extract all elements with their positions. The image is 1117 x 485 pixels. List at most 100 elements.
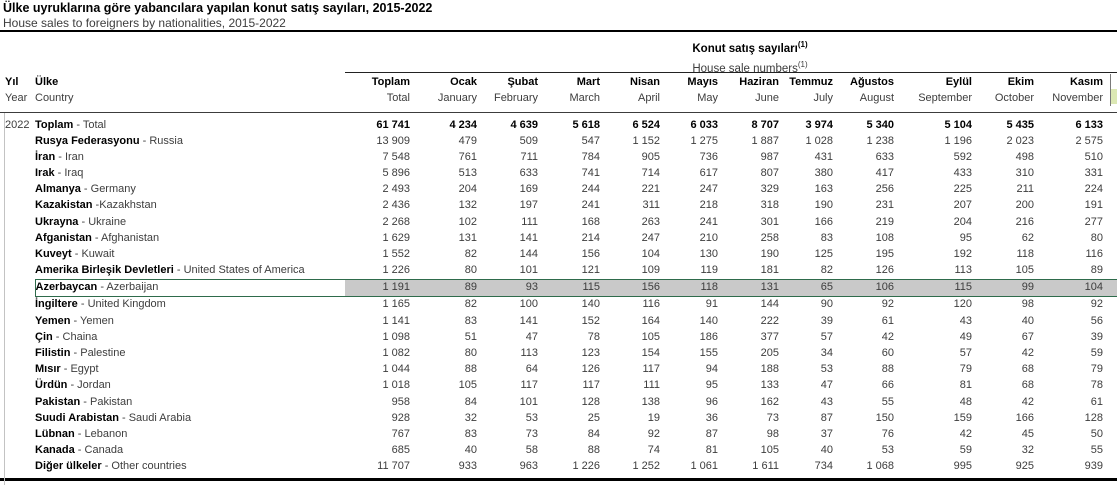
table-row[interactable]: Irak - Iraq 5 896 513 633 741 714 617 807 380 417…	[5, 166, 1117, 182]
value-cell[interactable]: 98	[766, 427, 779, 440]
value-cell[interactable]: 169	[519, 183, 538, 196]
value-cell[interactable]: 431	[814, 150, 833, 163]
value-cell[interactable]: 119	[700, 264, 718, 277]
year-cell[interactable]	[5, 394, 35, 410]
value-cell[interactable]: 138	[641, 395, 660, 408]
value-cell[interactable]: 128	[1084, 411, 1103, 424]
value-cell[interactable]: 166	[814, 215, 833, 228]
value-cell[interactable]: 987	[760, 150, 779, 163]
country-cell[interactable]: Irak - Iraq	[35, 166, 345, 182]
value-cell[interactable]: 89	[410, 278, 477, 297]
value-cell[interactable]: 204	[953, 215, 972, 228]
value-cell[interactable]: 156	[581, 247, 600, 260]
year-cell[interactable]	[5, 313, 35, 329]
value-cell[interactable]: 380	[814, 167, 833, 180]
value-cell[interactable]: 32	[464, 411, 477, 424]
value-cell[interactable]: 1 552	[382, 247, 410, 260]
value-cell[interactable]: 115	[894, 278, 972, 297]
year-cell[interactable]	[5, 166, 35, 182]
value-cell[interactable]: 67	[1021, 330, 1034, 343]
value-cell[interactable]: 102	[458, 215, 477, 228]
country-cell[interactable]: Azerbaycan - Azerbaijan	[34, 278, 345, 297]
country-cell[interactable]: Toplam - Total	[35, 117, 345, 133]
value-cell[interactable]: 1 629	[382, 231, 410, 244]
value-cell[interactable]: 1 044	[382, 363, 410, 376]
value-cell[interactable]: 59	[959, 444, 972, 457]
value-cell[interactable]: 191	[1084, 199, 1103, 212]
value-cell[interactable]: 118	[1016, 247, 1034, 260]
value-cell[interactable]: 197	[519, 199, 538, 212]
value-cell[interactable]: 244	[581, 183, 600, 196]
value-cell[interactable]: 126	[875, 264, 894, 277]
value-cell[interactable]: 144	[760, 298, 779, 311]
value-cell[interactable]: 221	[641, 183, 660, 196]
value-cell[interactable]: 162	[760, 395, 779, 408]
value-cell[interactable]: 592	[953, 150, 972, 163]
value-cell[interactable]: 156	[600, 278, 660, 297]
country-cell[interactable]: İngiltere - United Kingdom	[35, 296, 345, 313]
country-cell[interactable]: Mısır - Egypt	[35, 362, 345, 378]
value-cell[interactable]: 105	[1015, 264, 1034, 277]
value-cell[interactable]: 79	[1090, 363, 1103, 376]
value-cell[interactable]: 222	[760, 314, 779, 327]
value-cell[interactable]: 113	[954, 264, 972, 277]
value-cell[interactable]: 82	[820, 264, 833, 277]
value-cell[interactable]: 65	[779, 278, 833, 297]
value-cell[interactable]: 247	[641, 231, 660, 244]
value-cell[interactable]: 51	[464, 330, 477, 343]
year-cell[interactable]	[5, 149, 35, 165]
value-cell[interactable]: 150	[875, 411, 894, 424]
value-cell[interactable]: 140	[581, 298, 600, 311]
value-cell[interactable]: 807	[760, 167, 779, 180]
value-cell[interactable]: 42	[1021, 346, 1034, 359]
value-cell[interactable]: 94	[705, 363, 718, 376]
value-cell[interactable]: 761	[458, 150, 477, 163]
country-cell[interactable]: Kuveyt - Kuwait	[35, 246, 345, 262]
value-cell[interactable]: 64	[525, 363, 538, 376]
value-cell[interactable]: 2 575	[1075, 134, 1103, 147]
value-cell[interactable]: 181	[760, 264, 779, 277]
value-cell[interactable]: 43	[959, 314, 972, 327]
year-cell[interactable]	[5, 198, 35, 214]
value-cell[interactable]: 42	[959, 427, 972, 440]
value-cell[interactable]: 311	[642, 199, 660, 212]
value-cell[interactable]: 685	[391, 444, 410, 457]
value-cell[interactable]: 5 340	[866, 118, 894, 131]
value-cell[interactable]: 479	[458, 134, 477, 147]
value-cell[interactable]: 61	[881, 314, 894, 327]
country-cell[interactable]: Ürdün - Jordan	[35, 378, 345, 394]
value-cell[interactable]: 1 196	[944, 134, 972, 147]
value-cell[interactable]: 40	[464, 444, 477, 457]
value-cell[interactable]: 82	[464, 247, 477, 260]
table-row[interactable]: Amerika Birleşik Devletleri - United Sta…	[5, 263, 1117, 280]
value-cell[interactable]: 329	[760, 183, 779, 196]
value-cell[interactable]: 498	[1015, 150, 1034, 163]
table-row[interactable]: Çin - Chaina 1 098 51 47 78 105 186 377 57 42 49 67…	[5, 329, 1117, 345]
value-cell[interactable]: 2 023	[1006, 134, 1034, 147]
value-cell[interactable]: 318	[760, 199, 779, 212]
table-row[interactable]: Kanada - Canada 685 40 58 88 74 81 105 40 53 59 32 5…	[5, 442, 1117, 458]
value-cell[interactable]: 144	[519, 247, 538, 260]
value-cell[interactable]: 711	[520, 150, 538, 163]
value-cell[interactable]: 200	[1015, 199, 1034, 212]
table-row[interactable]: Ukrayna - Ukraine 2 268 102 111 168 263 241 301…	[5, 214, 1117, 230]
value-cell[interactable]: 1 018	[382, 379, 410, 392]
value-cell[interactable]: 104	[1034, 278, 1103, 297]
value-cell[interactable]: 118	[660, 278, 718, 297]
value-cell[interactable]: 1 611	[752, 460, 779, 473]
value-cell[interactable]: 59	[1090, 346, 1103, 359]
value-cell[interactable]: 120	[953, 298, 972, 311]
value-cell[interactable]: 784	[581, 150, 600, 163]
value-cell[interactable]: 53	[820, 363, 833, 376]
value-cell[interactable]: 1 226	[572, 460, 600, 473]
table-row[interactable]: Filistin - Palestine 1 082 80 113 123 154 155 2…	[5, 345, 1117, 361]
value-cell[interactable]: 277	[1084, 215, 1103, 228]
value-cell[interactable]: 47	[820, 379, 833, 392]
value-cell[interactable]: 100	[519, 298, 538, 311]
table-row[interactable]: İran - Iran 7 548 761 711 784 905 736 987 431 633…	[5, 149, 1117, 165]
value-cell[interactable]: 231	[875, 199, 894, 212]
value-cell[interactable]: 58	[525, 444, 538, 457]
value-cell[interactable]: 42	[1021, 395, 1034, 408]
value-cell[interactable]: 1 141	[382, 314, 410, 327]
country-cell[interactable]: Rusya Federasyonu - Russia	[35, 133, 345, 149]
